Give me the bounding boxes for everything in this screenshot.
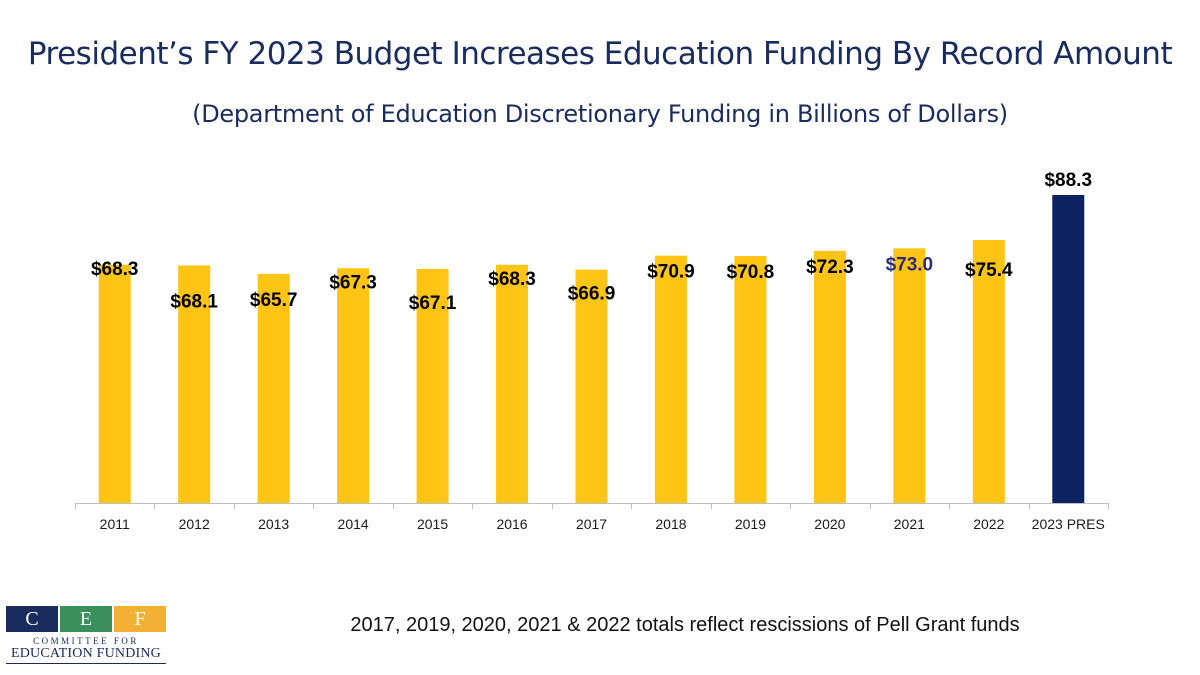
tick-label-2023-pres: 2023 PRES <box>1032 516 1105 532</box>
data-label-2019: $70.8 <box>727 262 775 283</box>
tick-label-2014: 2014 <box>338 516 369 532</box>
logo-text-committee: COMMITTEE FOR <box>33 636 139 646</box>
tick-label-2019: 2019 <box>735 516 766 532</box>
data-label-2013: $65.7 <box>250 290 298 311</box>
logo-letter-f: F <box>114 606 166 632</box>
tick-label-2021: 2021 <box>894 516 925 532</box>
tick-label-2011: 2011 <box>100 516 130 532</box>
logo-text-education-funding: EDUCATION FUNDING <box>6 646 166 664</box>
tick-label-2015: 2015 <box>417 516 448 532</box>
data-label-2015: $67.1 <box>409 293 457 314</box>
tick-labels-group: 2011 2012 2013 2014 2015 2016 2017 2018 2019 2020… <box>100 516 1105 532</box>
bar-2016 <box>496 264 529 503</box>
logo-letter-e: E <box>60 606 112 632</box>
data-label-2020: $72.3 <box>806 257 854 278</box>
footnote: 2017, 2019, 2020, 2021 & 2022 totals ref… <box>350 614 1020 636</box>
bar-2019 <box>734 256 767 503</box>
bars-group <box>98 195 1085 504</box>
bar-chart: $68.3 $68.1 $65.7 $67.3 $67.1 $68.3 $66.9 $70.9… <box>75 170 1109 532</box>
tick-label-2018: 2018 <box>655 516 686 532</box>
bar-2018 <box>654 255 687 503</box>
data-label-2022: $75.4 <box>965 260 1013 281</box>
data-label-2014: $67.3 <box>329 272 377 293</box>
tick-label-2016: 2016 <box>496 516 527 532</box>
data-label-2023-pres: $88.3 <box>1044 170 1092 191</box>
bar-2022 <box>972 239 1005 504</box>
bar-2014 <box>337 268 370 503</box>
bar-2020 <box>813 250 846 503</box>
logo-letter-boxes: C E F <box>6 606 166 632</box>
tick-label-2013: 2013 <box>258 516 289 532</box>
data-labels-group: $68.3 $68.1 $65.7 $67.3 $67.1 $68.3 $66.9 $70.9… <box>91 170 1092 314</box>
tick-label-2012: 2012 <box>179 516 210 532</box>
tick-label-2020: 2020 <box>814 516 845 532</box>
chart-subtitle: (Department of Education Discretionary F… <box>192 100 1008 128</box>
data-label-2021: $73.0 <box>886 254 934 275</box>
data-label-2018: $70.9 <box>647 262 695 283</box>
x-axis <box>75 503 1109 509</box>
data-label-2016: $68.3 <box>488 269 536 290</box>
data-label-2011: $68.3 <box>91 259 139 280</box>
bar-2023-pres <box>1052 195 1085 503</box>
cef-logo: C E F COMMITTEE FOR EDUCATION FUNDING <box>6 606 166 668</box>
chart-title: President’s FY 2023 Budget Increases Edu… <box>27 36 1173 72</box>
logo-letter-c: C <box>6 606 58 632</box>
data-label-2017: $66.9 <box>568 284 616 305</box>
bar-2017 <box>575 269 608 503</box>
bar-2021 <box>893 248 926 503</box>
bar-2012 <box>178 265 211 503</box>
bar-2011 <box>98 264 131 503</box>
data-label-2012: $68.1 <box>170 291 218 312</box>
tick-label-2022: 2022 <box>973 516 1004 532</box>
tick-label-2017: 2017 <box>576 516 607 532</box>
bar-2015 <box>416 268 449 503</box>
bar-2013 <box>257 273 290 503</box>
